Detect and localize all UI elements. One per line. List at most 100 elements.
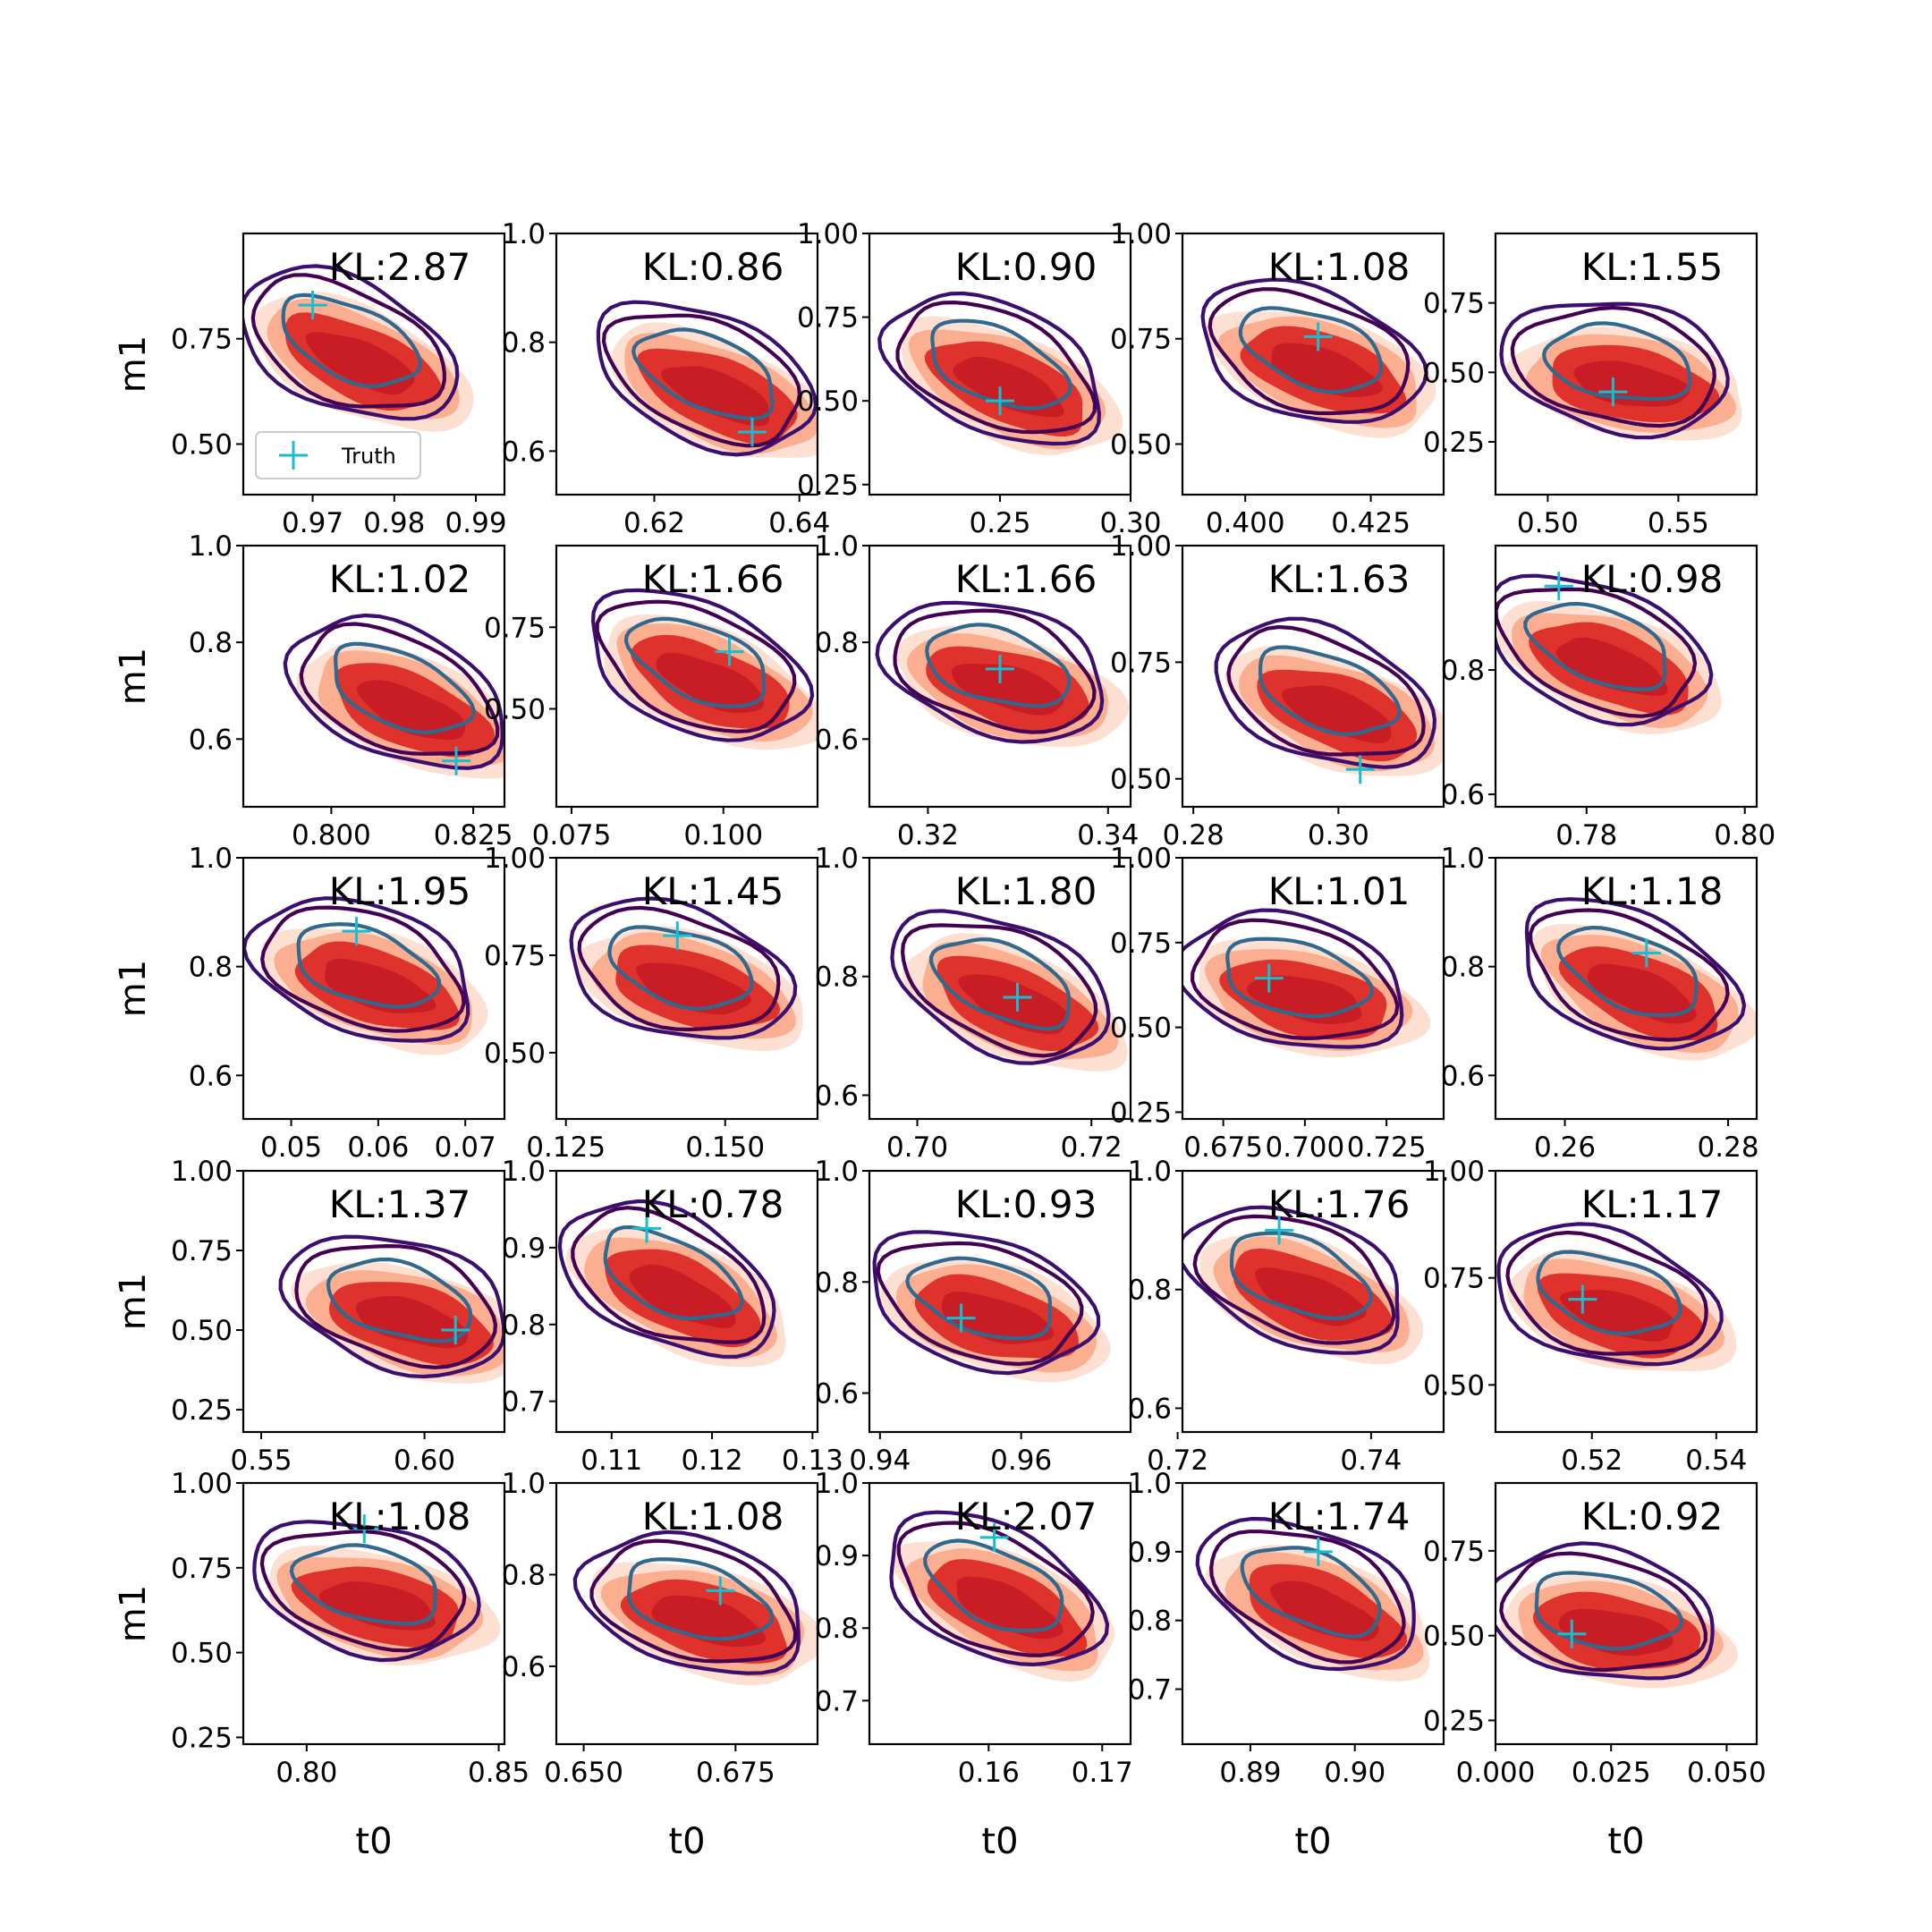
plot-area xyxy=(1182,908,1431,1058)
subplot-1-3: 0.28 0.30 0.50 0.75 1.00 KL:1.63 xyxy=(1110,530,1445,852)
subplot-1-4: 0.78 0.80 0.6 0.8 KL:0.98 xyxy=(1441,544,1775,852)
y-tick-label: 0.50 xyxy=(171,428,233,461)
truth-marker xyxy=(1544,572,1573,601)
y-tick-label: 0.75 xyxy=(171,1235,233,1267)
model-contour-inner xyxy=(623,616,767,708)
plot-area xyxy=(252,1514,501,1666)
x-tick-label: 0.98 xyxy=(363,507,425,539)
model-contour-outer xyxy=(1499,301,1730,440)
y-tick-label: 1.00 xyxy=(171,1156,233,1188)
y-tick-label: 0.50 xyxy=(1423,1621,1485,1653)
model-contour-outer xyxy=(572,1530,801,1675)
legend: Truth xyxy=(255,431,421,479)
plot-area xyxy=(1195,1516,1430,1682)
x-tick-label: 0.97 xyxy=(282,507,343,539)
y-axis-label: m1 xyxy=(113,648,154,705)
truth-marker xyxy=(1265,1216,1294,1245)
y-tick-label: 0.50 xyxy=(797,386,859,418)
subplot-2-0: 0.05 0.06 0.07 0.6 0.8 1.0 KL:1.95 m1 xyxy=(113,843,506,1164)
plot-area xyxy=(1496,572,1722,734)
y-tick-label: 0.75 xyxy=(1423,1263,1485,1295)
axes-frame xyxy=(868,544,1132,809)
y-tick-label: 0.6 xyxy=(502,1651,546,1683)
model-contour-outer xyxy=(1496,1541,1715,1681)
truth-marker xyxy=(986,386,1014,416)
y-tick-label: 0.75 xyxy=(1110,647,1172,679)
y-tick-label: 0.7 xyxy=(1128,1674,1172,1707)
model-contour-middle xyxy=(1496,587,1698,718)
x-tick-label: 0.11 xyxy=(580,1445,642,1477)
x-tick-label: 0.32 xyxy=(897,819,959,852)
x-tick-label: 0.70 xyxy=(886,1131,948,1164)
y-tick-label: 1.0 xyxy=(815,843,859,875)
y-tick-label: 0.75 xyxy=(1110,928,1172,960)
y-tick-label: 0.50 xyxy=(1423,1369,1485,1402)
x-tick-label: 0.06 xyxy=(347,1131,409,1164)
subplot-0-2: 0.25 0.30 0.25 0.50 0.75 1.00 KL:0.90 xyxy=(797,218,1162,539)
kl-annotation: KL:1.17 xyxy=(1581,1182,1724,1226)
model-contour-inner xyxy=(296,922,442,1009)
axes-frame xyxy=(242,856,506,1121)
model-contour-middle xyxy=(1499,1551,1707,1673)
kl-annotation: KL:1.66 xyxy=(642,557,784,601)
model-contour-middle xyxy=(893,608,1097,734)
y-tick-label: 0.6 xyxy=(189,1060,233,1092)
truth-marker xyxy=(946,1303,976,1333)
kl-annotation: KL:1.02 xyxy=(329,557,471,601)
model-contour-outer xyxy=(243,264,460,421)
x-tick-label: 0.80 xyxy=(275,1757,337,1789)
kl-annotation: KL:1.74 xyxy=(1268,1495,1411,1538)
plot-area xyxy=(278,1234,504,1384)
y-tick-label: 0.25 xyxy=(171,1722,233,1754)
subplot-3-3: 0.72 0.74 0.6 0.8 1.0 KL:1.76 xyxy=(1128,1156,1445,1477)
plot-area xyxy=(283,613,504,779)
y-tick-label: 1.00 xyxy=(1423,1156,1485,1188)
model-contour-outer xyxy=(1524,897,1747,1051)
model-contour-middle xyxy=(895,300,1097,435)
kl-annotation: KL:1.08 xyxy=(329,1495,471,1538)
posterior-density-level-4 xyxy=(951,664,1064,716)
model-contour-inner xyxy=(326,1257,473,1343)
plot-area xyxy=(590,588,818,750)
legend-truth-marker xyxy=(279,441,308,470)
y-tick-label: 0.75 xyxy=(484,940,546,972)
plot-area xyxy=(872,1230,1111,1383)
y-tick-label: 0.25 xyxy=(1423,1705,1485,1737)
subplot-4-0: 0.80 0.85 0.25 0.50 0.75 1.00 KL:1.08 m1 t0 xyxy=(113,1468,530,1862)
kl-annotation: KL:0.92 xyxy=(1581,1495,1724,1538)
truth-marker xyxy=(1254,963,1284,993)
y-tick-label: 1.0 xyxy=(815,1156,859,1188)
x-tick-label: 0.050 xyxy=(1687,1757,1767,1789)
model-contour-middle xyxy=(876,1241,1084,1367)
y-tick-label: 0.75 xyxy=(171,1553,233,1585)
y-tick-label: 0.75 xyxy=(1423,1536,1485,1568)
model-contour-inner xyxy=(1556,925,1699,1018)
x-tick-label: 0.700 xyxy=(1266,1131,1345,1164)
x-tick-label: 0.25 xyxy=(969,507,1030,539)
subplot-3-1: 0.11 0.12 0.13 0.7 0.8 0.9 1.0 KL:0.78 xyxy=(502,1156,843,1477)
truth-marker xyxy=(979,1522,1009,1552)
truth-marker xyxy=(1345,755,1375,784)
model-contour-outer xyxy=(252,1520,481,1663)
subplot-0-3: 0.400 0.425 0.50 0.75 1.00 KL:1.08 xyxy=(1110,218,1445,539)
kl-annotation: KL:1.95 xyxy=(329,869,471,913)
model-contour-inner xyxy=(923,1538,1064,1633)
model-contour-middle xyxy=(260,905,466,1033)
subplot-2-4: 0.26 0.28 0.6 0.8 1.0 KL:1.18 xyxy=(1441,843,1759,1164)
truth-marker xyxy=(1631,938,1661,968)
subplot-3-4: 0.52 0.54 0.50 0.75 1.00 KL:1.17 xyxy=(1423,1156,1758,1477)
model-contour-middle xyxy=(571,1206,767,1344)
legend-box xyxy=(255,431,421,479)
y-tick-label: 1.0 xyxy=(1128,1468,1172,1500)
axes-frame xyxy=(555,1481,819,1746)
y-tick-label: 1.0 xyxy=(502,218,546,250)
y-tick-label: 0.25 xyxy=(797,470,859,502)
plot-area xyxy=(243,264,474,432)
kl-annotation: KL:0.90 xyxy=(955,245,1097,289)
model-contour-inner xyxy=(603,1224,744,1321)
x-tick-label: 0.400 xyxy=(1206,507,1285,539)
y-tick-label: 0.50 xyxy=(1110,1013,1172,1045)
y-tick-label: 0.6 xyxy=(815,724,859,756)
model-contour-outer xyxy=(569,896,798,1040)
